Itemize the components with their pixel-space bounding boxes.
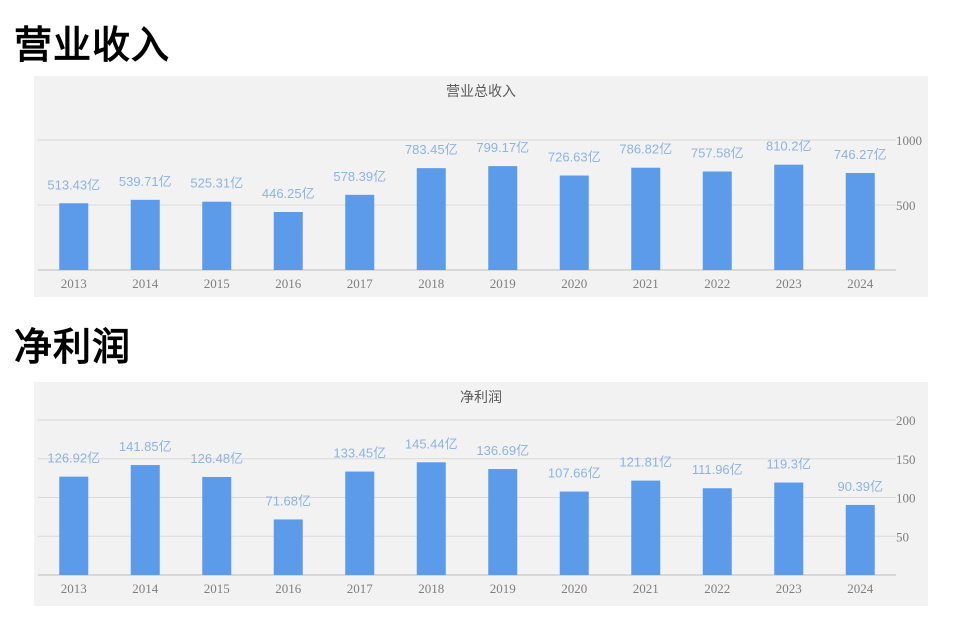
revenue-x-tick-label-2017: 2017: [347, 276, 374, 291]
revenue-bar-2016: [273, 211, 303, 270]
profit-x-tick-label-2022: 2022: [704, 581, 730, 596]
profit-heading: 净利润: [14, 325, 132, 369]
revenue-y-tick-label: 500: [896, 198, 916, 213]
revenue-bar-2018: [416, 168, 446, 270]
profit-x-tick-label-2013: 2013: [61, 581, 87, 596]
profit-data-label-2014: 141.85亿: [119, 439, 172, 454]
profit-x-tick-label-2021: 2021: [633, 581, 659, 596]
revenue-bar-2024: [845, 172, 875, 270]
revenue-data-label-2016: 446.25亿: [262, 186, 315, 201]
profit-x-tick-label-2024: 2024: [847, 581, 874, 596]
revenue-data-label-2022: 757.58亿: [691, 146, 744, 161]
revenue-x-tick-label-2013: 2013: [61, 276, 87, 291]
revenue-x-tick-label-2018: 2018: [418, 276, 444, 291]
revenue-x-tick-label-2021: 2021: [633, 276, 659, 291]
profit-data-label-2015: 126.48亿: [190, 451, 243, 466]
revenue-bar-2017: [345, 194, 375, 270]
revenue-bar-2023: [774, 164, 804, 270]
profit-bar-2014: [130, 465, 160, 575]
profit-bar-2021: [631, 480, 661, 575]
profit-chart-title: 净利润: [460, 390, 502, 406]
revenue-x-tick-label-2023: 2023: [776, 276, 802, 291]
revenue-bar-2022: [702, 171, 732, 270]
profit-x-tick-label-2015: 2015: [204, 581, 230, 596]
profit-bar-2019: [488, 469, 518, 575]
profit-x-tick-label-2020: 2020: [561, 581, 587, 596]
profit-data-label-2018: 145.44亿: [405, 436, 458, 451]
profit-y-tick-label: 50: [896, 529, 909, 544]
revenue-chart-title: 营业总收入: [446, 84, 516, 100]
revenue-x-tick-label-2019: 2019: [490, 276, 516, 291]
revenue-data-label-2024: 746.27亿: [834, 147, 887, 162]
profit-bar-2024: [845, 504, 875, 575]
revenue-chart: 营业总收入 500 1000 513.43亿 2013 539.71亿 2014 525.31…: [38, 84, 922, 291]
profit-y-tick-label: 150: [896, 452, 916, 467]
revenue-data-label-2014: 539.71亿: [119, 174, 172, 189]
revenue-bar-2014: [130, 199, 160, 270]
revenue-y-tick-label: 1000: [896, 133, 922, 148]
profit-bar-2015: [202, 476, 232, 575]
profit-data-label-2023: 119.3亿: [766, 457, 811, 472]
revenue-x-tick-label-2022: 2022: [704, 276, 730, 291]
revenue-x-tick-label-2014: 2014: [132, 276, 159, 291]
profit-data-label-2019: 136.69亿: [476, 443, 529, 458]
revenue-x-tick-label-2024: 2024: [847, 276, 874, 291]
profit-bar-2018: [416, 462, 446, 575]
revenue-heading: 营业收入: [14, 23, 171, 67]
profit-data-label-2013: 126.92亿: [47, 451, 100, 466]
profit-data-label-2017: 133.45亿: [333, 446, 386, 461]
revenue-x-tick-label-2020: 2020: [561, 276, 587, 291]
profit-bar-2013: [59, 476, 89, 575]
profit-chart: 净利润 50 100 150 200 126.92亿 2013 141.85亿 2014 126.…: [38, 390, 916, 596]
profit-data-label-2024: 90.39亿: [837, 479, 883, 494]
profit-data-label-2020: 107.66亿: [548, 466, 601, 481]
profit-bar-2020: [559, 491, 589, 575]
revenue-data-label-2018: 783.45亿: [405, 142, 458, 157]
revenue-x-tick-label-2015: 2015: [204, 276, 230, 291]
revenue-bar-2020: [559, 175, 589, 270]
profit-x-tick-label-2016: 2016: [275, 581, 302, 596]
revenue-data-label-2019: 799.17亿: [476, 140, 529, 155]
revenue-data-label-2017: 578.39亿: [333, 169, 386, 184]
profit-data-label-2022: 111.96亿: [692, 462, 743, 477]
revenue-chart-panel: 营业总收入 500 1000 513.43亿 2013 539.71亿 2014 525.31…: [34, 76, 928, 297]
revenue-bar-2021: [631, 167, 661, 270]
revenue-data-label-2020: 726.63亿: [548, 150, 601, 165]
profit-chart-panel: 净利润 50 100 150 200 126.92亿 2013 141.85亿 2014 126.…: [34, 382, 928, 606]
profit-data-label-2021: 121.81亿: [619, 455, 672, 470]
revenue-bar-2019: [488, 166, 518, 270]
profit-bar-2016: [273, 519, 303, 575]
revenue-data-label-2013: 513.43亿: [47, 177, 100, 192]
profit-bar-2017: [345, 471, 375, 575]
revenue-bar-2013: [59, 203, 89, 270]
revenue-bar-2015: [202, 201, 232, 270]
profit-x-tick-label-2014: 2014: [132, 581, 159, 596]
profit-x-tick-label-2017: 2017: [347, 581, 374, 596]
revenue-x-tick-label-2016: 2016: [275, 276, 302, 291]
profit-y-tick-label: 100: [896, 491, 916, 506]
profit-x-tick-label-2023: 2023: [776, 581, 802, 596]
profit-x-tick-label-2019: 2019: [490, 581, 516, 596]
revenue-data-label-2015: 525.31亿: [190, 176, 243, 191]
profit-bar-2022: [702, 488, 732, 575]
revenue-data-label-2023: 810.2亿: [766, 139, 812, 154]
revenue-data-label-2021: 786.82亿: [619, 142, 672, 157]
profit-y-tick-label: 200: [896, 413, 916, 428]
profit-bar-2023: [774, 482, 804, 575]
profit-x-tick-label-2018: 2018: [418, 581, 444, 596]
profit-data-label-2016: 71.68亿: [265, 493, 311, 508]
